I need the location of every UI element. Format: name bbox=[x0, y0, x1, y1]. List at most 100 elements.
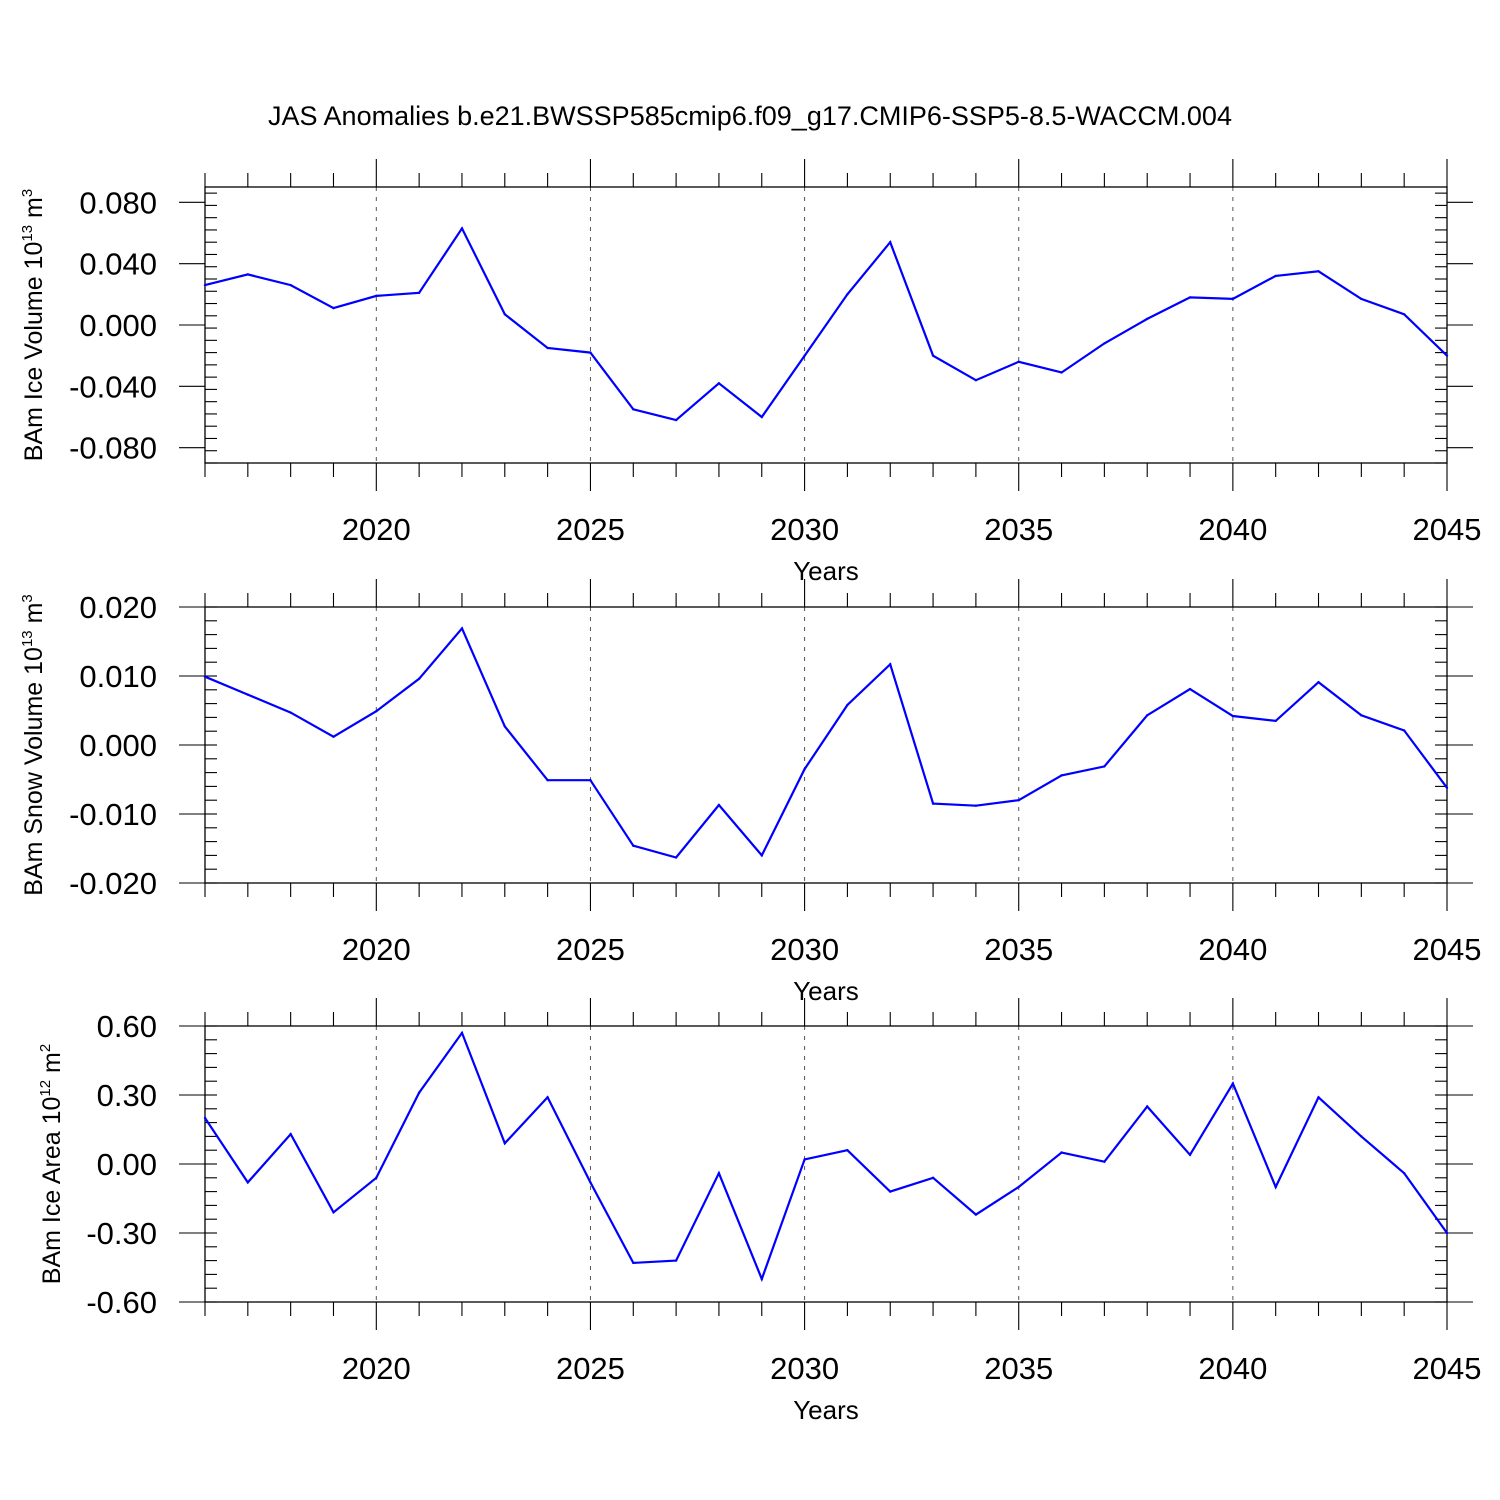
data-point bbox=[546, 346, 549, 350]
data-point bbox=[546, 1096, 549, 1099]
data-point bbox=[1060, 371, 1063, 374]
data-point bbox=[1017, 799, 1020, 802]
y-axis-title-prefix: BAm Ice Area 10 bbox=[38, 1097, 66, 1285]
data-point bbox=[1402, 729, 1406, 732]
data-point bbox=[503, 1142, 506, 1145]
y-tick-label: 0.020 bbox=[79, 590, 157, 625]
y-tick-label: -0.020 bbox=[69, 866, 157, 901]
data-point bbox=[1188, 296, 1192, 299]
data-point bbox=[846, 1149, 849, 1152]
data-point bbox=[1274, 719, 1277, 723]
data-point bbox=[417, 1091, 421, 1094]
y-tick-label: 0.010 bbox=[79, 659, 157, 694]
y-axis-title-unit-exponent: 2 bbox=[37, 1044, 54, 1052]
y-tick-label: 0.000 bbox=[79, 728, 157, 763]
data-point bbox=[846, 703, 849, 707]
data-point bbox=[803, 354, 806, 357]
x-tick-label: 2035 bbox=[984, 512, 1053, 547]
y-axis-title-unit: m bbox=[20, 197, 48, 225]
data-point bbox=[375, 1176, 378, 1180]
y-axis-title-unit-exponent: 3 bbox=[19, 189, 36, 197]
data-point bbox=[931, 354, 935, 357]
data-point bbox=[974, 1213, 978, 1216]
x-tick-label: 2030 bbox=[770, 512, 839, 547]
x-tick-label: 2040 bbox=[1198, 932, 1267, 967]
x-tick-label: 2020 bbox=[342, 1351, 411, 1386]
chart-title: JAS Anomalies b.e21.BWSSP585cmip6.f09_g1… bbox=[268, 101, 1232, 131]
x-tick-label: 2025 bbox=[556, 512, 625, 547]
data-point bbox=[460, 627, 464, 630]
series-line bbox=[204, 1030, 1448, 1283]
data-point bbox=[674, 418, 678, 422]
data-point bbox=[375, 294, 378, 298]
y-tick-label: 0.00 bbox=[97, 1147, 157, 1182]
data-point bbox=[974, 804, 978, 807]
data-point bbox=[1402, 313, 1406, 316]
data-point bbox=[203, 283, 207, 287]
y-tick-label: -0.60 bbox=[86, 1285, 157, 1320]
data-point bbox=[974, 379, 978, 382]
data-point bbox=[1360, 1135, 1363, 1138]
x-tick-label: 2045 bbox=[1413, 512, 1482, 547]
y-axis-title-unit-exponent: 3 bbox=[19, 594, 36, 602]
x-tick-label: 2030 bbox=[770, 1351, 839, 1386]
data-point bbox=[246, 1181, 250, 1184]
series-line bbox=[204, 626, 1448, 859]
data-point bbox=[332, 1211, 335, 1214]
y-axis-title-prefix: BAm Snow Volume 10 bbox=[20, 647, 48, 896]
data-point bbox=[1146, 714, 1149, 717]
x-tick-label: 2045 bbox=[1413, 932, 1482, 967]
data-point bbox=[1231, 1082, 1235, 1085]
data-point bbox=[1317, 1096, 1320, 1099]
y-axis-title: BAm Snow Volume 1013 m3 bbox=[19, 594, 48, 896]
y-axis-title: BAm Ice Volume 1013 m3 bbox=[19, 189, 48, 461]
data-point bbox=[1360, 714, 1363, 717]
data-point bbox=[1060, 1151, 1063, 1154]
data-point bbox=[546, 778, 549, 782]
data-point bbox=[375, 709, 378, 713]
data-point bbox=[1445, 1231, 1449, 1235]
data-point bbox=[1274, 1185, 1277, 1189]
data-point bbox=[846, 293, 849, 296]
y-tick-label: 0.000 bbox=[79, 308, 157, 343]
series-line bbox=[204, 226, 1448, 422]
y-axis-title-unit: m bbox=[38, 1052, 66, 1080]
data-point bbox=[1060, 774, 1063, 777]
data-point bbox=[1274, 274, 1277, 278]
data-point bbox=[417, 291, 421, 294]
data-point bbox=[289, 1132, 292, 1136]
data-point bbox=[1188, 1153, 1192, 1157]
data-point bbox=[289, 711, 292, 714]
data-point bbox=[1445, 786, 1449, 789]
y-tick-label: 0.040 bbox=[79, 247, 157, 282]
data-point bbox=[889, 1190, 892, 1193]
data-point bbox=[203, 1116, 207, 1120]
y-axis-title-unit: m bbox=[20, 603, 48, 631]
data-point bbox=[1103, 1160, 1106, 1163]
data-point bbox=[931, 802, 935, 805]
data-point bbox=[760, 415, 763, 419]
data-point bbox=[803, 767, 806, 771]
data-point bbox=[332, 306, 335, 310]
data-point bbox=[1188, 687, 1192, 691]
data-point bbox=[589, 778, 592, 782]
data-point bbox=[1103, 765, 1106, 768]
y-tick-label: 0.080 bbox=[79, 185, 157, 220]
data-point bbox=[1445, 354, 1449, 357]
data-point bbox=[589, 1181, 592, 1184]
data-point bbox=[1103, 342, 1106, 345]
x-tick-label: 2045 bbox=[1413, 1351, 1482, 1386]
x-axis-title: Years bbox=[793, 556, 859, 586]
data-point bbox=[632, 844, 635, 847]
data-point bbox=[503, 313, 506, 316]
x-tick-label: 2040 bbox=[1198, 512, 1267, 547]
plot-frame bbox=[204, 1025, 1448, 1303]
data-point bbox=[1146, 1105, 1149, 1108]
y-axis-title-exponent: 13 bbox=[19, 225, 36, 242]
data-point bbox=[717, 803, 721, 807]
data-point bbox=[1317, 681, 1320, 684]
x-tick-label: 2035 bbox=[984, 932, 1053, 967]
data-point bbox=[1231, 714, 1235, 718]
data-point bbox=[889, 241, 892, 244]
